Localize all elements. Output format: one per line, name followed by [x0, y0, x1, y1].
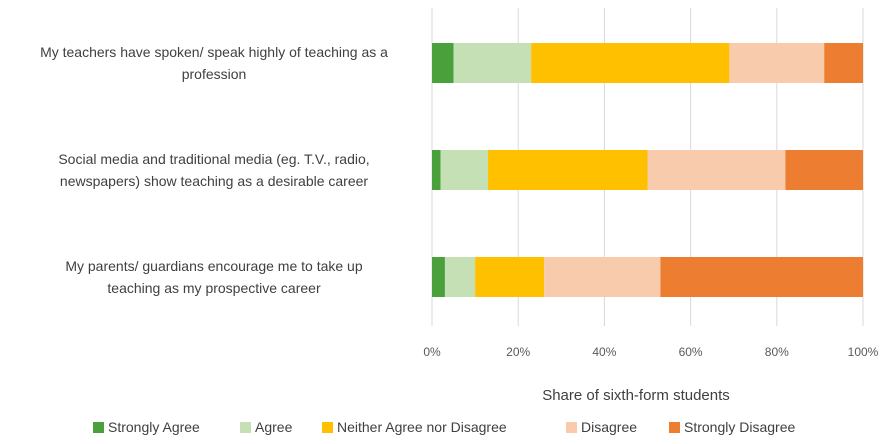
bar-segment: [440, 150, 489, 190]
legend-label: Strongly Agree: [108, 419, 200, 435]
bar-segment: [488, 150, 648, 190]
bar-segment: [660, 257, 863, 297]
category-label: profession: [182, 66, 247, 82]
x-tick-label: 20%: [506, 345, 530, 359]
bar-segment: [432, 43, 454, 83]
bar-segment: [444, 257, 476, 297]
category-label: My parents/ guardians encourage me to ta…: [65, 258, 363, 274]
legend-label: Strongly Disagree: [684, 419, 795, 435]
bar-segment: [432, 150, 441, 190]
legend-swatch: [240, 422, 251, 433]
bar-segment: [544, 257, 661, 297]
x-tick-label: 0%: [423, 345, 441, 359]
category-label: Social media and traditional media (eg. …: [58, 151, 369, 167]
category-label: My teachers have spoken/ speak highly of…: [40, 44, 388, 60]
bar-segment: [824, 43, 863, 83]
x-tick-label: 40%: [592, 345, 616, 359]
bar-segment: [531, 43, 730, 83]
category-label: teaching as my prospective career: [107, 280, 321, 296]
x-tick-label: 80%: [765, 345, 789, 359]
legend-label: Agree: [255, 419, 293, 435]
x-tick-label: 100%: [848, 345, 879, 359]
bar-segment: [453, 43, 532, 83]
legend-label: Neither Agree nor Disagree: [337, 419, 507, 435]
x-tick-label: 60%: [679, 345, 703, 359]
bar-segment: [729, 43, 825, 83]
bar-segment: [785, 150, 863, 190]
category-label: newspapers) show teaching as a desirable…: [60, 173, 369, 189]
legend-swatch: [93, 422, 104, 433]
legend-swatch: [669, 422, 680, 433]
bar-segment: [647, 150, 786, 190]
legend-swatch: [566, 422, 577, 433]
bar-segment: [432, 257, 445, 297]
bar-segment: [475, 257, 545, 297]
x-axis-title: Share of sixth-form students: [542, 387, 730, 404]
legend-label: Disagree: [581, 419, 637, 435]
legend-swatch: [322, 422, 333, 433]
